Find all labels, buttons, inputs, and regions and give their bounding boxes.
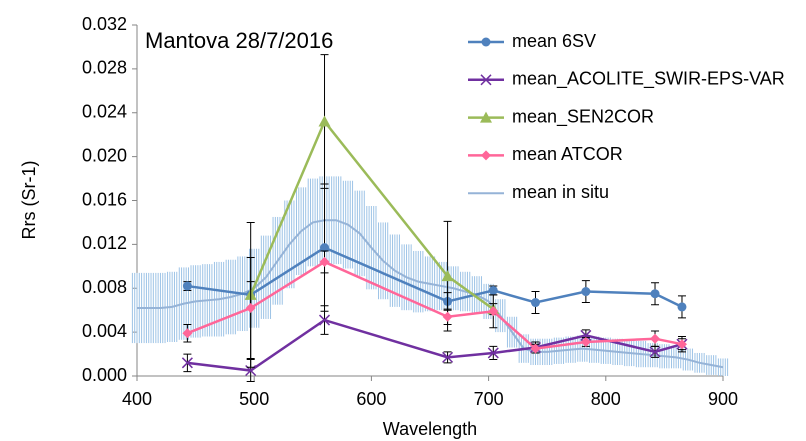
marker	[676, 339, 687, 350]
y-tick-label: 0.020	[82, 145, 127, 165]
legend-label: mean ATCOR	[512, 144, 623, 164]
series-line	[137, 219, 724, 369]
marker	[318, 115, 331, 127]
marker	[580, 336, 591, 347]
marker	[649, 346, 661, 358]
marker	[182, 281, 192, 291]
x-tick-label: 800	[591, 389, 621, 409]
legend-marker	[480, 111, 492, 123]
marker	[442, 351, 454, 363]
y-tick-label: 0.012	[82, 233, 127, 253]
legend-marker	[480, 74, 492, 86]
marker	[530, 343, 541, 354]
y-tick-label: 0.016	[82, 189, 127, 209]
marker	[488, 285, 498, 295]
legend-label: mean_SEN2COR	[512, 106, 654, 127]
marker	[320, 243, 330, 253]
marker	[441, 270, 454, 282]
marker	[245, 302, 256, 313]
legend-label: mean 6SV	[512, 31, 596, 51]
legend-marker	[481, 37, 491, 47]
marker	[581, 287, 591, 297]
marker	[650, 333, 661, 344]
y-tick-label: 0.004	[82, 321, 127, 341]
marker	[488, 306, 499, 317]
series-line	[249, 119, 495, 311]
legend-label: mean_ACOLITE_SWIR-EPS-VAR	[512, 69, 785, 90]
marker	[181, 357, 193, 369]
y-tick-label: 0.032	[82, 14, 127, 34]
x-tick-label: 700	[474, 389, 504, 409]
x-tick-label: 900	[708, 389, 738, 409]
x-tick-label: 500	[239, 389, 269, 409]
y-axis-label: Rrs (Sr-1)	[19, 161, 39, 240]
legend-marker	[481, 150, 491, 161]
x-tick-label: 600	[356, 389, 386, 409]
y-tick-label: 0.028	[82, 58, 127, 78]
marker	[677, 302, 687, 312]
y-tick-label: 0.008	[82, 277, 127, 297]
marker	[318, 314, 331, 326]
marker	[487, 347, 499, 359]
x-axis-label: Wavelength	[383, 419, 477, 439]
marker	[442, 311, 453, 322]
y-tick-label: 0.024	[82, 102, 127, 122]
marker	[319, 256, 330, 267]
y-tick-label: 0.000	[82, 365, 127, 385]
marker	[182, 328, 193, 339]
chart-title: Mantova 28/7/2016	[145, 28, 333, 53]
marker	[530, 298, 540, 308]
marker	[580, 329, 592, 341]
marker	[650, 289, 660, 299]
x-tick-label: 400	[122, 389, 152, 409]
legend-label: mean in situ	[512, 182, 609, 202]
